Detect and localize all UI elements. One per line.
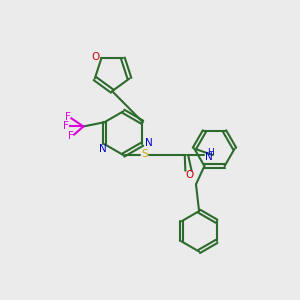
Text: N: N <box>99 144 107 154</box>
Text: F: F <box>65 112 71 122</box>
Text: O: O <box>91 52 99 62</box>
Text: F: F <box>63 122 69 131</box>
Text: O: O <box>186 170 194 180</box>
Text: H: H <box>207 148 214 157</box>
Text: F: F <box>68 131 74 141</box>
Text: S: S <box>141 149 148 159</box>
Text: N: N <box>145 138 152 148</box>
Text: N: N <box>205 152 213 162</box>
